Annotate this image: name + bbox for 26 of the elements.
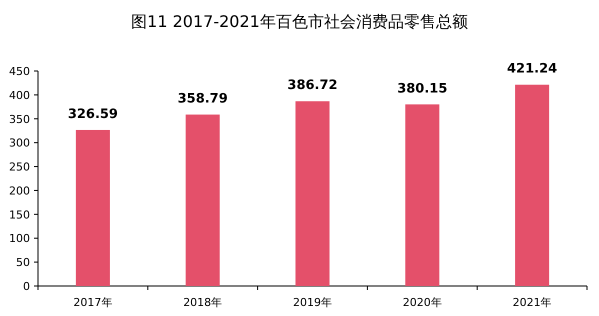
x-tick-label: 2021年 — [512, 296, 552, 309]
x-tick-label: 2018年 — [183, 296, 222, 309]
y-tick-label: 450 — [9, 65, 30, 78]
bar — [186, 114, 220, 286]
y-tick-label: 0 — [23, 280, 30, 293]
data-label: 326.59 — [68, 106, 118, 122]
x-tick-label: 2020年 — [402, 296, 442, 309]
y-tick-label: 250 — [9, 160, 30, 174]
bar — [405, 104, 440, 286]
y-tick-label: 200 — [9, 184, 30, 198]
bar — [76, 130, 110, 286]
y-tick-label: 350 — [9, 112, 30, 126]
bar — [295, 101, 330, 286]
x-tick-label: 2019年 — [293, 296, 332, 309]
data-label: 358.79 — [178, 92, 228, 107]
y-tick-label: 400 — [9, 88, 30, 102]
x-tick-label: 2017年 — [73, 296, 112, 309]
y-tick-label: 300 — [9, 136, 30, 150]
data-label: 380.15 — [397, 81, 448, 96]
bar — [515, 84, 550, 286]
y-tick-label: 100 — [9, 232, 30, 246]
y-tick-label: 150 — [9, 208, 30, 222]
data-label: 421.24 — [507, 62, 558, 77]
data-label: 386.72 — [287, 78, 338, 94]
chart-title: 图11 2017-2021年百色市社会消费品零售总额 — [131, 12, 468, 31]
y-tick-label: 50 — [16, 256, 30, 270]
